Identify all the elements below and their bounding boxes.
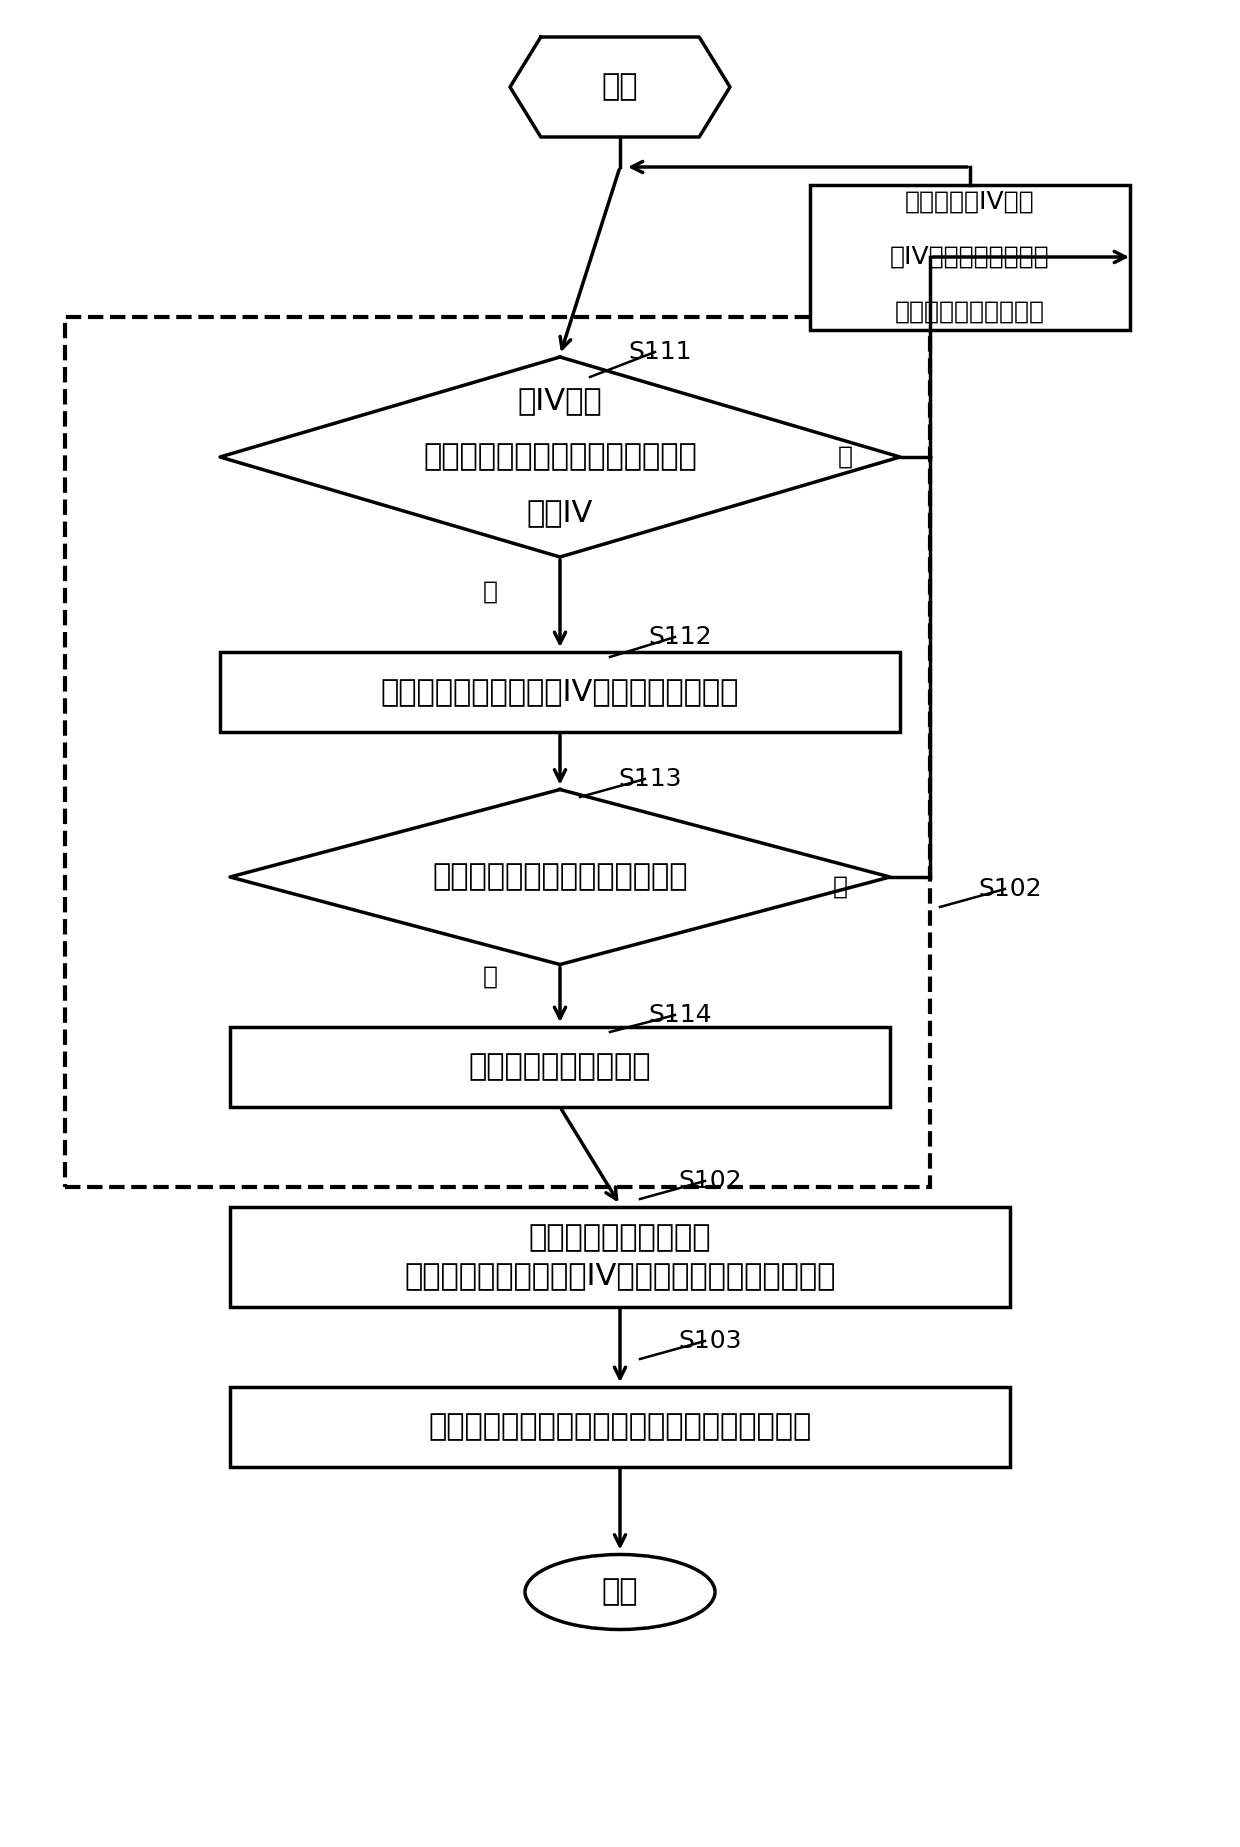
Text: 曲线中是否存在满足功率输出要求: 曲线中是否存在满足功率输出要求	[423, 443, 697, 471]
Text: 根据对比结果生成各个光伏组件的故障诊断结果: 根据对比结果生成各个光伏组件的故障诊断结果	[428, 1413, 812, 1441]
Text: 以星号曲线为参考曲线: 以星号曲线为参考曲线	[469, 1053, 651, 1082]
Text: 光伏组件的IV曲线: 光伏组件的IV曲线	[905, 190, 1035, 214]
Text: 将参考曲线以外的其他IV曲线分别与参考曲线进行对: 将参考曲线以外的其他IV曲线分别与参考曲线进行对	[404, 1262, 836, 1291]
Polygon shape	[510, 37, 730, 137]
Text: S103: S103	[678, 1330, 742, 1354]
Bar	[229, 1387, 1011, 1467]
Polygon shape	[219, 356, 900, 558]
Bar	[810, 185, 1130, 329]
Text: 结束: 结束	[601, 1577, 639, 1607]
Text: 的IV曲线: 的IV曲线	[517, 386, 603, 416]
Text: 是: 是	[482, 580, 497, 604]
Text: S111: S111	[629, 340, 692, 364]
Polygon shape	[229, 789, 890, 964]
Text: S102: S102	[678, 1169, 742, 1193]
Text: 行IV扫描，并提取相应: 行IV扫描，并提取相应	[890, 246, 1050, 270]
Text: 否: 否	[832, 875, 847, 899]
Text: 更换测试条件、重新进: 更换测试条件、重新进	[895, 299, 1045, 323]
Text: 开始: 开始	[601, 72, 639, 102]
Text: 是: 是	[482, 964, 497, 988]
Bar	[219, 652, 900, 731]
Text: S114: S114	[649, 1003, 712, 1027]
Text: S113: S113	[619, 767, 682, 791]
Text: S112: S112	[649, 624, 712, 648]
Ellipse shape	[525, 1555, 715, 1629]
Text: 比，生成各个对比结果: 比，生成各个对比结果	[528, 1223, 712, 1252]
Bar	[229, 1206, 1011, 1308]
Text: S102: S102	[978, 877, 1042, 901]
Text: 否: 否	[837, 445, 853, 469]
Text: 星号曲线是否满足电流稳定要求: 星号曲线是否满足电流稳定要求	[433, 863, 688, 892]
Text: 将满足功率输出要求的IV曲线记为星号曲线: 将满足功率输出要求的IV曲线记为星号曲线	[381, 678, 739, 707]
Bar	[229, 1027, 890, 1106]
Bar	[64, 318, 930, 1188]
Text: 各个IV: 各个IV	[527, 499, 593, 528]
